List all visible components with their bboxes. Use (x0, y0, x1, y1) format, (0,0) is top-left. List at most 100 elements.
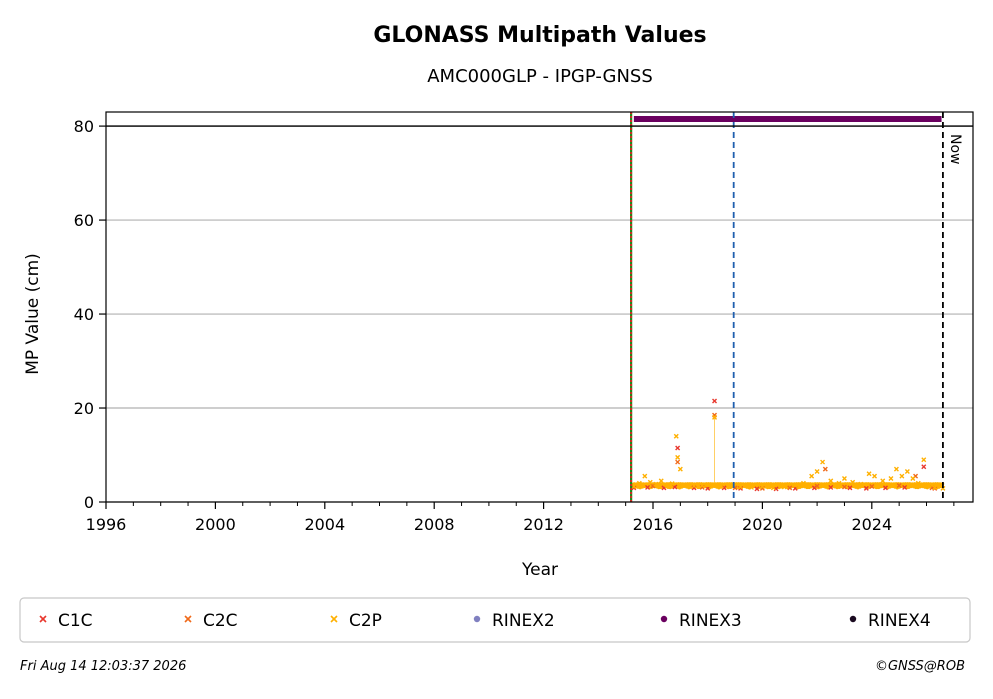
marker-stroke (712, 398, 718, 404)
c2p-point (727, 483, 733, 489)
c2p-point (718, 483, 724, 489)
c2p-point (691, 483, 697, 489)
marker-stroke (809, 473, 815, 479)
marker-stroke (926, 483, 932, 489)
c1c-point (847, 485, 853, 491)
c2p-point (699, 483, 705, 489)
c2p-point (669, 481, 675, 487)
c2p-point (781, 484, 787, 490)
marker-stroke (893, 466, 899, 472)
marker-stroke (675, 459, 681, 465)
c1c-point (738, 485, 744, 491)
c2p-point (836, 480, 842, 486)
c2p-point (653, 481, 659, 487)
c2p-point (850, 479, 856, 485)
c2p-point (647, 479, 653, 485)
c2p-baseline-point (696, 485, 700, 490)
c2p-point (926, 483, 932, 489)
c2c-legend-marker (184, 615, 192, 623)
marker-stroke (792, 483, 798, 489)
marker-stroke (866, 471, 872, 477)
marker-stroke (882, 485, 888, 491)
x-tick-label: 2020 (742, 515, 783, 534)
x-axis-label: Year (521, 560, 558, 580)
marker-stroke (781, 484, 787, 490)
c2p-point (820, 459, 826, 465)
marker-stroke (841, 476, 847, 482)
c1c-point (863, 485, 869, 491)
marker-stroke (732, 485, 738, 491)
marker-stroke (759, 483, 765, 489)
marker-stroke (770, 485, 776, 491)
c2c-point (787, 485, 793, 491)
c2p-point (872, 473, 878, 479)
marker-stroke (647, 479, 653, 485)
c2p-point (770, 485, 776, 491)
marker-stroke (664, 482, 670, 488)
c2p-legend-marker (330, 615, 338, 623)
y-tick-label: 40 (74, 305, 94, 324)
c2c-point (814, 483, 820, 489)
plot-frame (105, 111, 974, 503)
legend-box (19, 597, 971, 643)
marker-stroke (675, 454, 681, 460)
c2p-point (642, 473, 648, 479)
c1c-legend-marker (39, 615, 47, 623)
marker-stroke (738, 484, 744, 490)
marker-stroke (673, 433, 679, 439)
c2p-point (683, 482, 689, 488)
marker-stroke (836, 480, 842, 486)
marker-stroke (675, 445, 681, 451)
marker-stroke (904, 468, 910, 474)
c1c-point (675, 445, 681, 451)
footer-timestamp: Fri Aug 14 12:03:37 2026 (20, 659, 187, 674)
y-axis-label: MP Value (cm) (23, 253, 43, 375)
marker-stroke (718, 483, 724, 489)
marker-stroke (645, 484, 651, 490)
marker-stroke (787, 485, 793, 491)
rinex4-legend-marker (849, 615, 857, 623)
x-tick-label: 2000 (195, 515, 236, 534)
x-tick-label: 1996 (86, 515, 127, 534)
marker-stroke (828, 484, 834, 490)
legend-label-c2p: C2P (349, 611, 382, 631)
y-tick-label: 0 (84, 493, 94, 512)
marker-stroke (39, 615, 47, 623)
legend-label-c2c: C2C (203, 611, 238, 631)
c2p-point (814, 468, 820, 474)
marker-stroke (631, 483, 637, 489)
c2p-point (904, 468, 910, 474)
marker-stroke (896, 483, 902, 489)
marker-stroke (872, 473, 878, 479)
x-tick-label: 2016 (633, 515, 674, 534)
c2p-point (636, 480, 642, 486)
marker-stroke (699, 483, 705, 489)
c2p-point (932, 485, 938, 491)
c2p-point (828, 478, 834, 484)
c2c-point (896, 483, 902, 489)
marker-stroke (814, 468, 820, 474)
c2p-point (921, 457, 927, 463)
x-tick-label: 2024 (851, 515, 892, 534)
c2c-point (869, 483, 875, 489)
c1c-point (754, 486, 760, 492)
c2p-point (677, 466, 683, 472)
marker-stroke (902, 484, 908, 490)
marker-stroke (899, 473, 905, 479)
marker-stroke (184, 615, 192, 623)
marker-stroke (921, 457, 927, 463)
marker-stroke (858, 481, 864, 487)
c1c-point (921, 464, 927, 470)
legend-label-rinex4: RINEX4 (868, 611, 931, 631)
marker-stroke (738, 485, 744, 491)
marker-stroke (940, 485, 946, 491)
marker-stroke (820, 459, 826, 465)
legend-label-c1c: C1C (58, 611, 93, 631)
c2p-point (880, 478, 886, 484)
marker-stroke (915, 480, 921, 486)
marker-stroke (705, 482, 711, 488)
c2p-point (664, 482, 670, 488)
chart-subtitle: AMC000GLP - IPGP-GNSS (427, 66, 653, 87)
c2p-point (940, 485, 946, 491)
